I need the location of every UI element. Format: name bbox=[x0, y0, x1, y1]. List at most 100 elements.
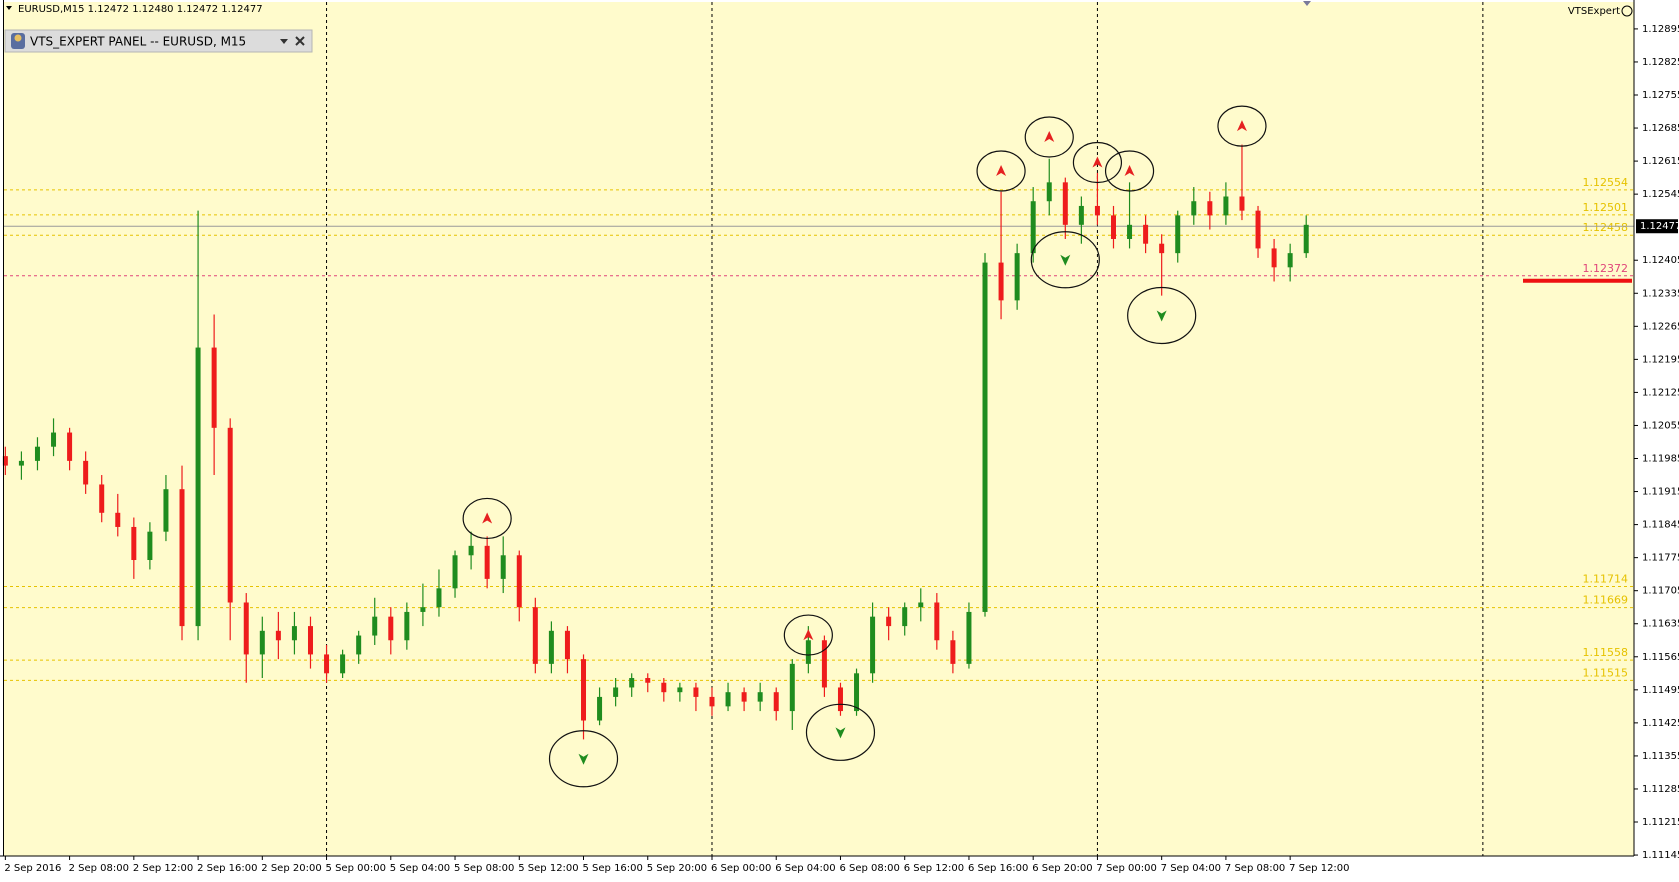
menu-arrow[interactable] bbox=[6, 6, 12, 10]
candle-body bbox=[115, 512, 121, 527]
candle-body bbox=[597, 696, 603, 721]
candle-body bbox=[982, 262, 988, 612]
panel-title: VTS_EXPERT PANEL -- EURUSD, M15 bbox=[30, 35, 246, 49]
last-price-label: 1.12477 bbox=[1640, 221, 1679, 232]
candle-body bbox=[516, 555, 522, 608]
candle-body bbox=[854, 673, 860, 712]
y-tick-label: 1.12755 bbox=[1642, 90, 1679, 101]
candle-body bbox=[902, 607, 908, 627]
x-tick-label: 5 Sep 20:00 bbox=[647, 863, 707, 874]
candle-body bbox=[934, 602, 940, 641]
y-tick-label: 1.12125 bbox=[1642, 387, 1679, 398]
candle-body bbox=[950, 640, 956, 664]
level-label: 1.11669 bbox=[1583, 594, 1629, 607]
candle-body bbox=[163, 489, 169, 532]
candle-body bbox=[1046, 182, 1052, 202]
panel-close[interactable] bbox=[295, 36, 305, 46]
candle-body bbox=[1287, 253, 1293, 268]
candle-body bbox=[34, 446, 40, 461]
x-tick-label: 6 Sep 20:00 bbox=[1032, 863, 1092, 874]
y-tick-label: 1.12405 bbox=[1642, 255, 1679, 266]
candle-body bbox=[1143, 224, 1149, 244]
header: EURUSD,M15 1.12472 1.12480 1.12472 1.124… bbox=[18, 4, 263, 15]
candle-body bbox=[372, 616, 378, 636]
candle-body bbox=[805, 640, 811, 664]
y-tick-label: 1.12825 bbox=[1642, 57, 1679, 68]
signal-circle bbox=[805, 703, 876, 761]
candle-body bbox=[227, 427, 233, 603]
y-tick-label: 1.12545 bbox=[1642, 189, 1679, 200]
candle-body bbox=[356, 635, 362, 655]
signal-circle bbox=[1072, 141, 1123, 184]
candle-body bbox=[324, 654, 330, 674]
candle-body bbox=[1303, 224, 1309, 254]
level-label: 1.12372 bbox=[1583, 262, 1629, 275]
signal-circle bbox=[1217, 105, 1267, 147]
candle-body bbox=[1207, 201, 1213, 216]
candle-body bbox=[1014, 253, 1020, 301]
candle-body bbox=[1255, 210, 1261, 249]
buy-arrow bbox=[835, 727, 846, 739]
panel-icon-head bbox=[14, 34, 22, 42]
candle-body bbox=[725, 692, 731, 707]
y-tick-label: 1.11985 bbox=[1642, 454, 1679, 465]
candle-body bbox=[581, 659, 587, 721]
candle-body bbox=[420, 607, 426, 612]
candle-body bbox=[1223, 196, 1229, 216]
candle-body bbox=[243, 602, 249, 655]
candle-body bbox=[966, 611, 972, 664]
candle-body bbox=[291, 626, 297, 641]
candle-body bbox=[500, 555, 506, 579]
plot-area bbox=[4, 2, 1634, 856]
y-tick-label: 1.11495 bbox=[1642, 685, 1679, 696]
candle-body bbox=[211, 347, 217, 428]
candle-body bbox=[548, 630, 554, 664]
candle-body bbox=[388, 616, 394, 641]
y-tick-label: 1.11565 bbox=[1642, 652, 1679, 663]
candle-body bbox=[275, 630, 281, 641]
y-tick-label: 1.11425 bbox=[1642, 718, 1679, 729]
candle-body bbox=[677, 687, 683, 693]
brand-icon bbox=[1621, 5, 1633, 17]
signal-circle bbox=[1030, 231, 1100, 289]
y-tick-label: 1.12685 bbox=[1642, 123, 1679, 134]
candle-body bbox=[1271, 248, 1277, 268]
signal-circle bbox=[462, 497, 512, 540]
y-tick-label: 1.12615 bbox=[1642, 156, 1679, 167]
x-tick-label: 6 Sep 08:00 bbox=[839, 863, 899, 874]
signal-circle bbox=[1127, 286, 1197, 345]
y-tick-label: 1.12265 bbox=[1642, 321, 1679, 332]
y-tick-label: 1.11145 bbox=[1642, 850, 1679, 861]
signal-circle bbox=[1024, 116, 1074, 158]
panel-collapse[interactable] bbox=[280, 39, 288, 44]
panel: VTS_EXPERT PANEL -- EURUSD, M15 bbox=[4, 29, 313, 53]
candle-body bbox=[99, 484, 105, 513]
x-tick-label: 6 Sep 12:00 bbox=[904, 863, 964, 874]
candle-body bbox=[870, 616, 876, 674]
buy-arrow bbox=[1156, 310, 1167, 322]
candle-body bbox=[18, 460, 24, 466]
sell-arrow bbox=[1044, 131, 1055, 143]
x-tick-label: 2 Sep 08:00 bbox=[69, 863, 129, 874]
level-label: 1.11558 bbox=[1583, 646, 1629, 659]
y-tick-label: 1.12055 bbox=[1642, 420, 1679, 431]
candle-body bbox=[821, 640, 827, 688]
candle-body bbox=[773, 692, 779, 712]
sell-arrow bbox=[803, 629, 814, 641]
candle-body bbox=[757, 692, 763, 702]
candle-body bbox=[789, 663, 795, 712]
candle-body bbox=[1110, 215, 1116, 239]
y-tick-label: 1.11215 bbox=[1642, 817, 1679, 828]
candle-body bbox=[259, 630, 265, 655]
y-tick-label: 1.11845 bbox=[1642, 520, 1679, 531]
candle-body bbox=[886, 616, 892, 627]
candle-body bbox=[1094, 205, 1100, 216]
candle-body bbox=[1175, 215, 1181, 254]
sell-arrow bbox=[996, 165, 1007, 177]
candle-body bbox=[179, 489, 185, 627]
candle-body bbox=[918, 602, 924, 608]
level-label: 1.12458 bbox=[1583, 221, 1629, 234]
buy-arrow bbox=[1060, 254, 1071, 266]
level-label: 1.11714 bbox=[1583, 572, 1629, 585]
